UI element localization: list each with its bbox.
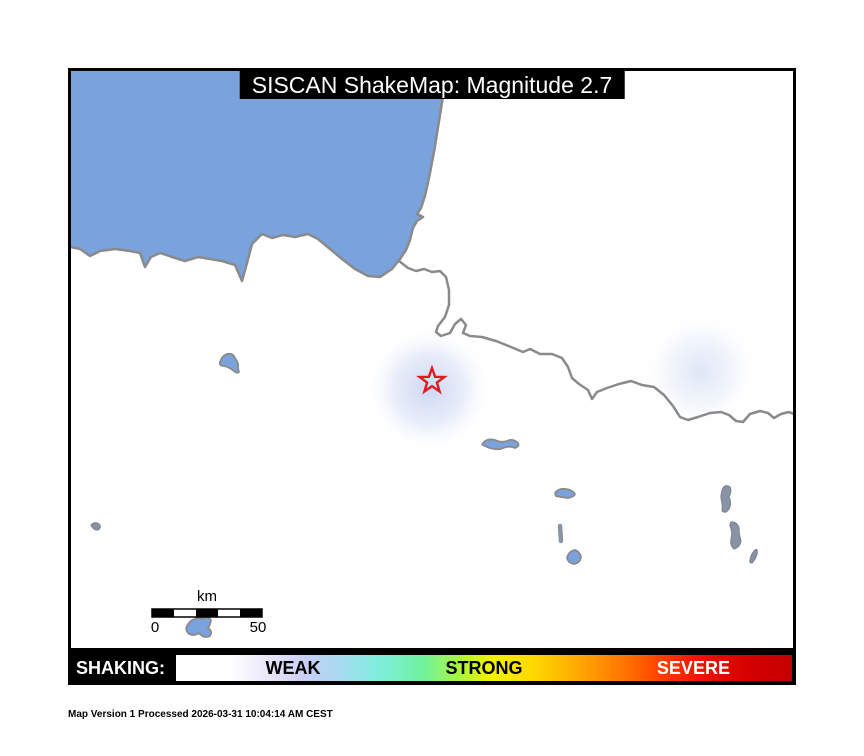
scale-bar: km 0 50	[151, 588, 267, 636]
river-boundary-line	[397, 259, 793, 424]
intensity-halo-secondary	[643, 313, 759, 429]
scale-bar-unit-label: km	[197, 588, 217, 605]
legend-level-weak: WEAK	[265, 658, 321, 678]
scale-bar-end-label: 50	[250, 619, 267, 636]
scale-bar-segment	[196, 609, 218, 617]
map-title: SISCAN ShakeMap: Magnitude 2.7	[239, 71, 625, 99]
scale-bar-start-label: 0	[151, 619, 159, 636]
map-canvas: km 0 50	[71, 71, 793, 638]
legend-level-strong: STRONG	[445, 658, 523, 678]
shaking-label: SHAKING:	[76, 658, 165, 678]
water-polygon	[71, 71, 447, 283]
island	[729, 521, 742, 550]
island	[185, 616, 213, 638]
legend-level-severe: SEVERE	[656, 658, 730, 678]
island	[566, 549, 582, 565]
island	[481, 438, 520, 451]
island	[749, 548, 758, 564]
scale-bar-segment	[152, 609, 174, 617]
shaking-legend: SHAKING: WEAK STRONG SEVERE	[68, 651, 796, 685]
map-frame: km 0 50	[68, 68, 796, 651]
epicenter-star-icon	[416, 364, 448, 395]
island	[90, 522, 101, 531]
island	[554, 487, 576, 499]
map-version-caption: Map Version 1 Processed 2026-03-31 10:04…	[68, 709, 333, 720]
shaking-gradient-bar: WEAK STRONG SEVERE	[176, 655, 792, 681]
island	[720, 485, 732, 513]
scale-bar-segment	[240, 609, 262, 617]
island	[557, 523, 564, 544]
island	[218, 352, 240, 374]
